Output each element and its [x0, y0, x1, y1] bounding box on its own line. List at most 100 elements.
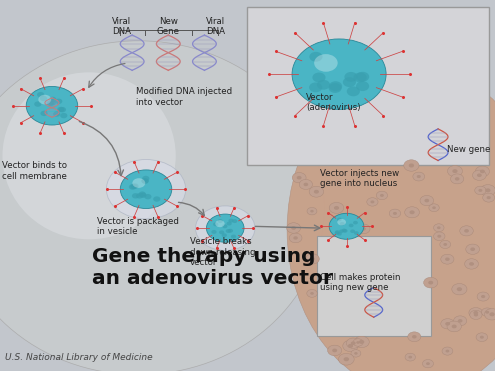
- Circle shape: [424, 277, 438, 288]
- Circle shape: [346, 86, 360, 96]
- Circle shape: [120, 170, 172, 209]
- Circle shape: [339, 229, 344, 233]
- Circle shape: [342, 229, 346, 232]
- Circle shape: [339, 353, 354, 365]
- Circle shape: [213, 222, 218, 226]
- Circle shape: [458, 319, 462, 322]
- Circle shape: [405, 353, 415, 361]
- Circle shape: [139, 191, 146, 197]
- Circle shape: [60, 113, 67, 118]
- Circle shape: [452, 169, 457, 173]
- Circle shape: [437, 235, 441, 238]
- Circle shape: [106, 160, 186, 219]
- Circle shape: [353, 339, 363, 346]
- Circle shape: [346, 338, 360, 348]
- Circle shape: [343, 77, 356, 87]
- Circle shape: [470, 310, 482, 319]
- Circle shape: [337, 218, 342, 221]
- Circle shape: [354, 352, 357, 355]
- Circle shape: [432, 206, 436, 209]
- Circle shape: [226, 229, 231, 233]
- Circle shape: [53, 111, 60, 117]
- Text: Vector
(adenovirus): Vector (adenovirus): [306, 93, 360, 112]
- Circle shape: [312, 73, 326, 82]
- Circle shape: [314, 54, 338, 72]
- Circle shape: [429, 204, 439, 211]
- Circle shape: [307, 289, 317, 297]
- Circle shape: [445, 322, 450, 326]
- Circle shape: [409, 164, 414, 167]
- Circle shape: [153, 196, 160, 202]
- Circle shape: [349, 224, 353, 227]
- Circle shape: [222, 233, 227, 237]
- Circle shape: [413, 172, 425, 181]
- Circle shape: [329, 203, 344, 213]
- Circle shape: [452, 283, 467, 295]
- Circle shape: [294, 236, 298, 240]
- Circle shape: [446, 349, 449, 352]
- Circle shape: [142, 178, 148, 184]
- Circle shape: [328, 345, 342, 356]
- Circle shape: [211, 230, 217, 234]
- Circle shape: [309, 52, 323, 62]
- Circle shape: [356, 341, 360, 344]
- Circle shape: [37, 92, 44, 97]
- Circle shape: [424, 199, 429, 202]
- Ellipse shape: [0, 41, 324, 371]
- Circle shape: [370, 200, 374, 203]
- Circle shape: [289, 233, 302, 243]
- Circle shape: [292, 39, 386, 109]
- Circle shape: [335, 230, 340, 234]
- Circle shape: [329, 81, 342, 91]
- Circle shape: [490, 312, 495, 316]
- Text: U.S. National Library of Medicine: U.S. National Library of Medicine: [5, 353, 152, 362]
- Text: Vesicle breaks
down releasing
vector: Vesicle breaks down releasing vector: [190, 237, 255, 267]
- Circle shape: [354, 231, 359, 235]
- Circle shape: [480, 336, 484, 339]
- Circle shape: [470, 247, 475, 251]
- Circle shape: [440, 240, 450, 249]
- Circle shape: [359, 340, 364, 344]
- Circle shape: [483, 193, 495, 202]
- Circle shape: [441, 254, 454, 264]
- Circle shape: [332, 349, 337, 352]
- Circle shape: [139, 193, 147, 198]
- Circle shape: [297, 176, 301, 180]
- Circle shape: [57, 107, 64, 112]
- Circle shape: [206, 214, 244, 242]
- Circle shape: [434, 232, 445, 240]
- Ellipse shape: [287, 67, 495, 371]
- FancyBboxPatch shape: [317, 236, 431, 336]
- Circle shape: [144, 194, 151, 199]
- Circle shape: [292, 173, 306, 183]
- Circle shape: [434, 224, 444, 232]
- Text: New gene: New gene: [446, 145, 490, 154]
- Circle shape: [417, 175, 421, 178]
- Circle shape: [460, 226, 473, 236]
- Circle shape: [314, 190, 319, 194]
- Circle shape: [343, 340, 358, 352]
- Circle shape: [130, 184, 138, 189]
- Circle shape: [305, 254, 319, 264]
- Circle shape: [485, 311, 489, 313]
- Circle shape: [485, 188, 491, 192]
- Circle shape: [404, 160, 419, 171]
- Circle shape: [450, 174, 464, 184]
- Text: Vector binds to
cell membrane: Vector binds to cell membrane: [2, 161, 67, 181]
- Circle shape: [487, 196, 491, 199]
- Circle shape: [339, 221, 343, 224]
- Circle shape: [409, 210, 415, 214]
- Text: Cell makes protein
using new gene: Cell makes protein using new gene: [320, 273, 401, 292]
- Circle shape: [340, 222, 345, 226]
- Circle shape: [408, 356, 412, 358]
- Circle shape: [303, 183, 308, 186]
- Circle shape: [453, 316, 467, 326]
- Circle shape: [49, 100, 56, 105]
- Circle shape: [389, 209, 400, 218]
- Circle shape: [337, 219, 346, 226]
- Circle shape: [351, 349, 361, 357]
- Circle shape: [393, 212, 397, 215]
- Circle shape: [310, 257, 315, 261]
- Text: Viral
DNA: Viral DNA: [112, 17, 131, 36]
- Circle shape: [231, 234, 236, 239]
